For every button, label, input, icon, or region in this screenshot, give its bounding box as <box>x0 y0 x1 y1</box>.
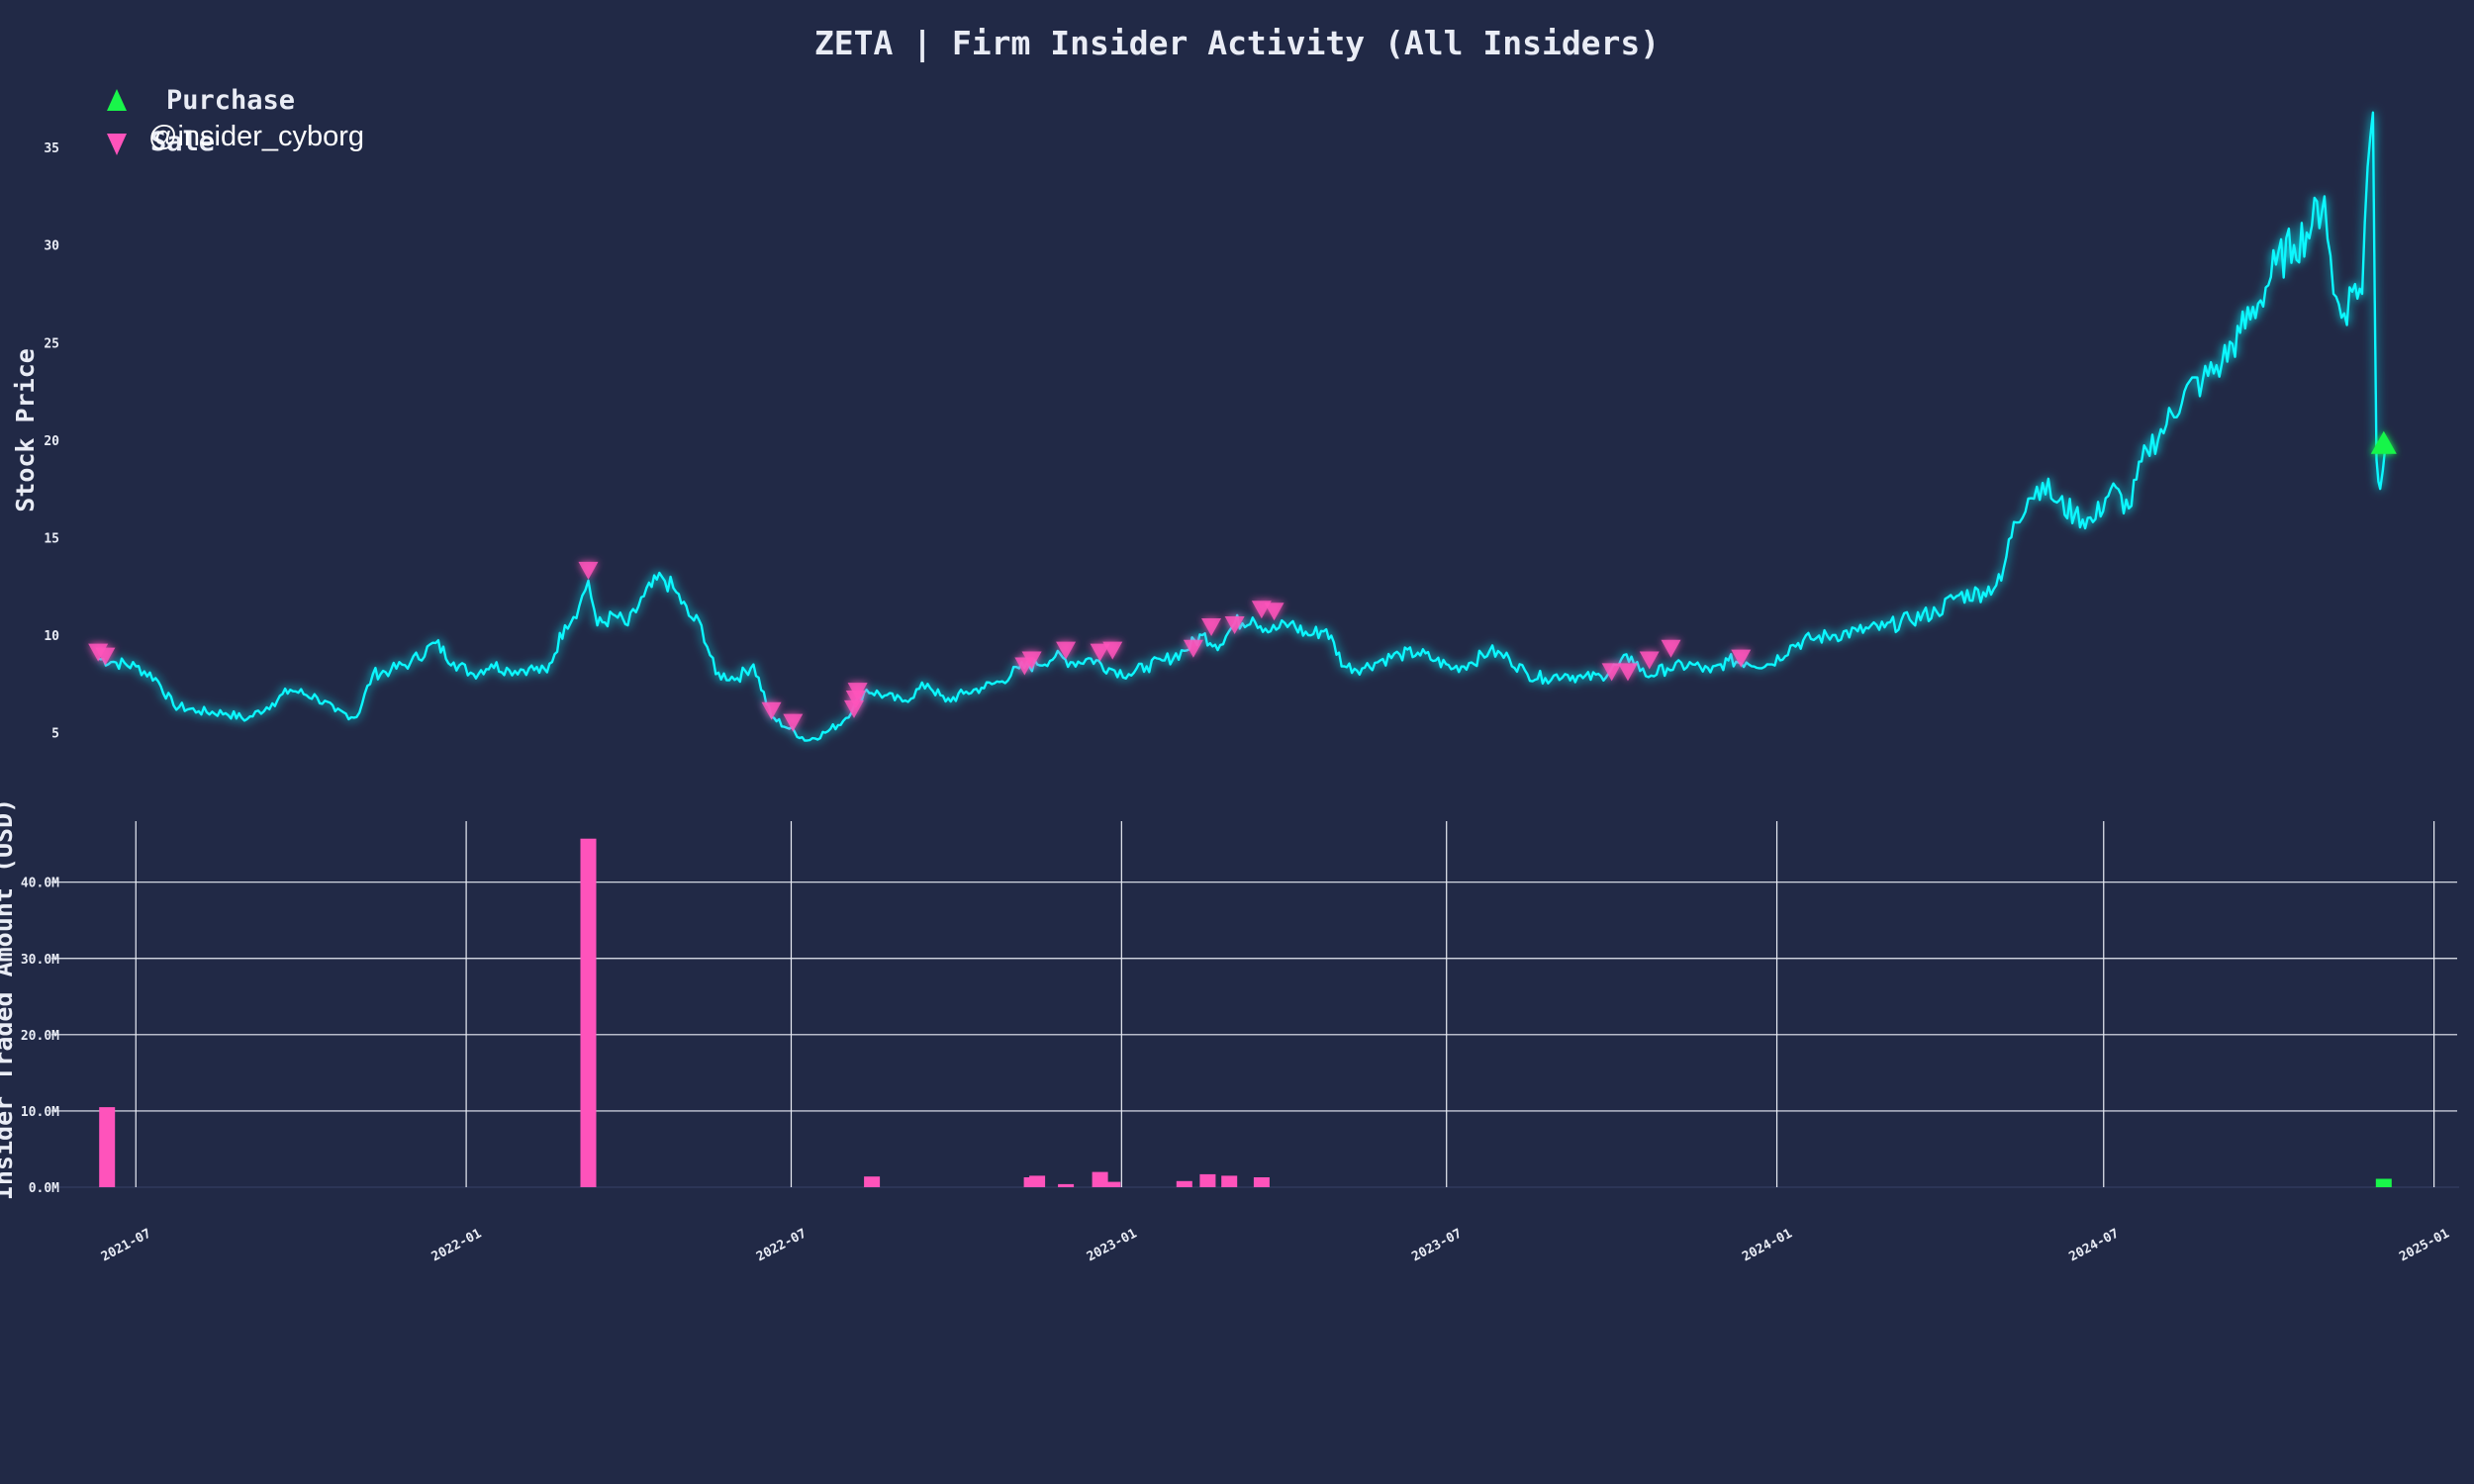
sale-marker-17 <box>1264 603 1285 621</box>
sale-marker-19 <box>1617 663 1638 682</box>
price-y-tick-6: 35 <box>44 141 59 156</box>
price-line <box>97 111 2387 742</box>
sale-bar-4 <box>1029 1175 1046 1187</box>
legend-purchase-label: Purchase <box>166 85 295 116</box>
x-tick-6: 2024-07 <box>2066 1226 2121 1264</box>
x-tick-5: 2024-01 <box>1740 1226 1795 1264</box>
bar-panel-grid <box>51 821 2459 1188</box>
amount-y-tick-2: 20.0M <box>21 1029 59 1044</box>
sale-marker-13 <box>1183 639 1203 658</box>
x-tick-4: 2023-07 <box>1409 1226 1464 1264</box>
date-x-ticks: 2021-07 2022-01 2022-07 2023-01 2023-07 2024-… <box>99 1226 2452 1264</box>
sale-marker-22 <box>1731 649 1752 668</box>
price-y-tick-3: 20 <box>44 434 59 449</box>
sale-marker-3 <box>761 701 782 720</box>
sale-legend-marker <box>107 134 127 155</box>
legend: Purchase Sale <box>107 85 295 157</box>
purchase-bar-0 <box>2375 1178 2392 1187</box>
price-y-tick-5: 30 <box>44 239 59 254</box>
price-line-group <box>97 111 2387 742</box>
x-tick-7: 2025-01 <box>2397 1226 2452 1264</box>
sale-bar-9 <box>1199 1173 1216 1187</box>
sale-marker-15 <box>1224 616 1245 635</box>
sale-marker-21 <box>1661 639 1681 658</box>
price-y-tick-2: 15 <box>44 531 59 546</box>
x-tick-2: 2022-07 <box>754 1226 809 1264</box>
sale-marker-12 <box>1102 641 1123 660</box>
sale-bar-10 <box>1221 1175 1238 1187</box>
amount-y-ticks: 0.0M 10.0M 20.0M 30.0M 40.0M <box>21 877 59 1196</box>
x-tick-0: 2021-07 <box>99 1226 153 1264</box>
price-y-ticks: 5 10 15 20 25 30 35 <box>44 141 59 741</box>
price-y-tick-1: 10 <box>44 629 59 644</box>
sale-bar-6 <box>1092 1171 1108 1187</box>
sale-marker-6 <box>845 690 866 708</box>
sale-marker-18 <box>1601 663 1622 682</box>
sale-marker-2 <box>578 561 599 580</box>
legend-sale-label: Sale <box>150 127 215 157</box>
sale-marker-11 <box>1090 643 1110 662</box>
sale-bar-0 <box>99 1107 116 1187</box>
trade-markers <box>88 430 2397 732</box>
purchase-legend-marker <box>107 89 127 111</box>
sale-bar-8 <box>1176 1180 1192 1187</box>
sale-bar-2 <box>864 1176 881 1187</box>
sale-bar-11 <box>1253 1177 1270 1187</box>
x-tick-3: 2023-01 <box>1085 1226 1140 1264</box>
price-y-tick-4: 25 <box>44 336 59 351</box>
purchase-marker-0 <box>2370 430 2397 454</box>
sale-marker-14 <box>1201 618 1222 637</box>
sale-bar-5 <box>1058 1183 1075 1187</box>
price-axis-label: Stock Price <box>11 348 40 512</box>
sale-bar-1 <box>580 838 597 1187</box>
amount-y-tick-0: 0.0M <box>29 1181 59 1196</box>
trade-bars <box>99 838 2392 1187</box>
amount-y-tick-3: 30.0M <box>21 953 59 968</box>
sale-marker-1 <box>95 647 116 666</box>
amount-y-tick-4: 40.0M <box>21 877 59 891</box>
sale-marker-5 <box>844 699 864 718</box>
sale-marker-10 <box>1056 641 1077 660</box>
amount-axis-label: Insider Traded Amount (USD) <box>0 798 18 1200</box>
amount-y-tick-1: 10.0M <box>21 1105 59 1120</box>
price-y-tick-0: 5 <box>51 727 59 742</box>
sale-bar-7 <box>1104 1181 1121 1187</box>
chart-title: ZETA | Firm Insider Activity (All Inside… <box>814 24 1660 62</box>
sale-marker-20 <box>1639 651 1660 670</box>
watermark: @insider_cyborg <box>148 121 364 152</box>
x-tick-1: 2022-01 <box>429 1226 485 1264</box>
sale-marker-4 <box>783 713 804 732</box>
sale-marker-7 <box>847 683 868 701</box>
sale-marker-9 <box>1021 651 1042 670</box>
